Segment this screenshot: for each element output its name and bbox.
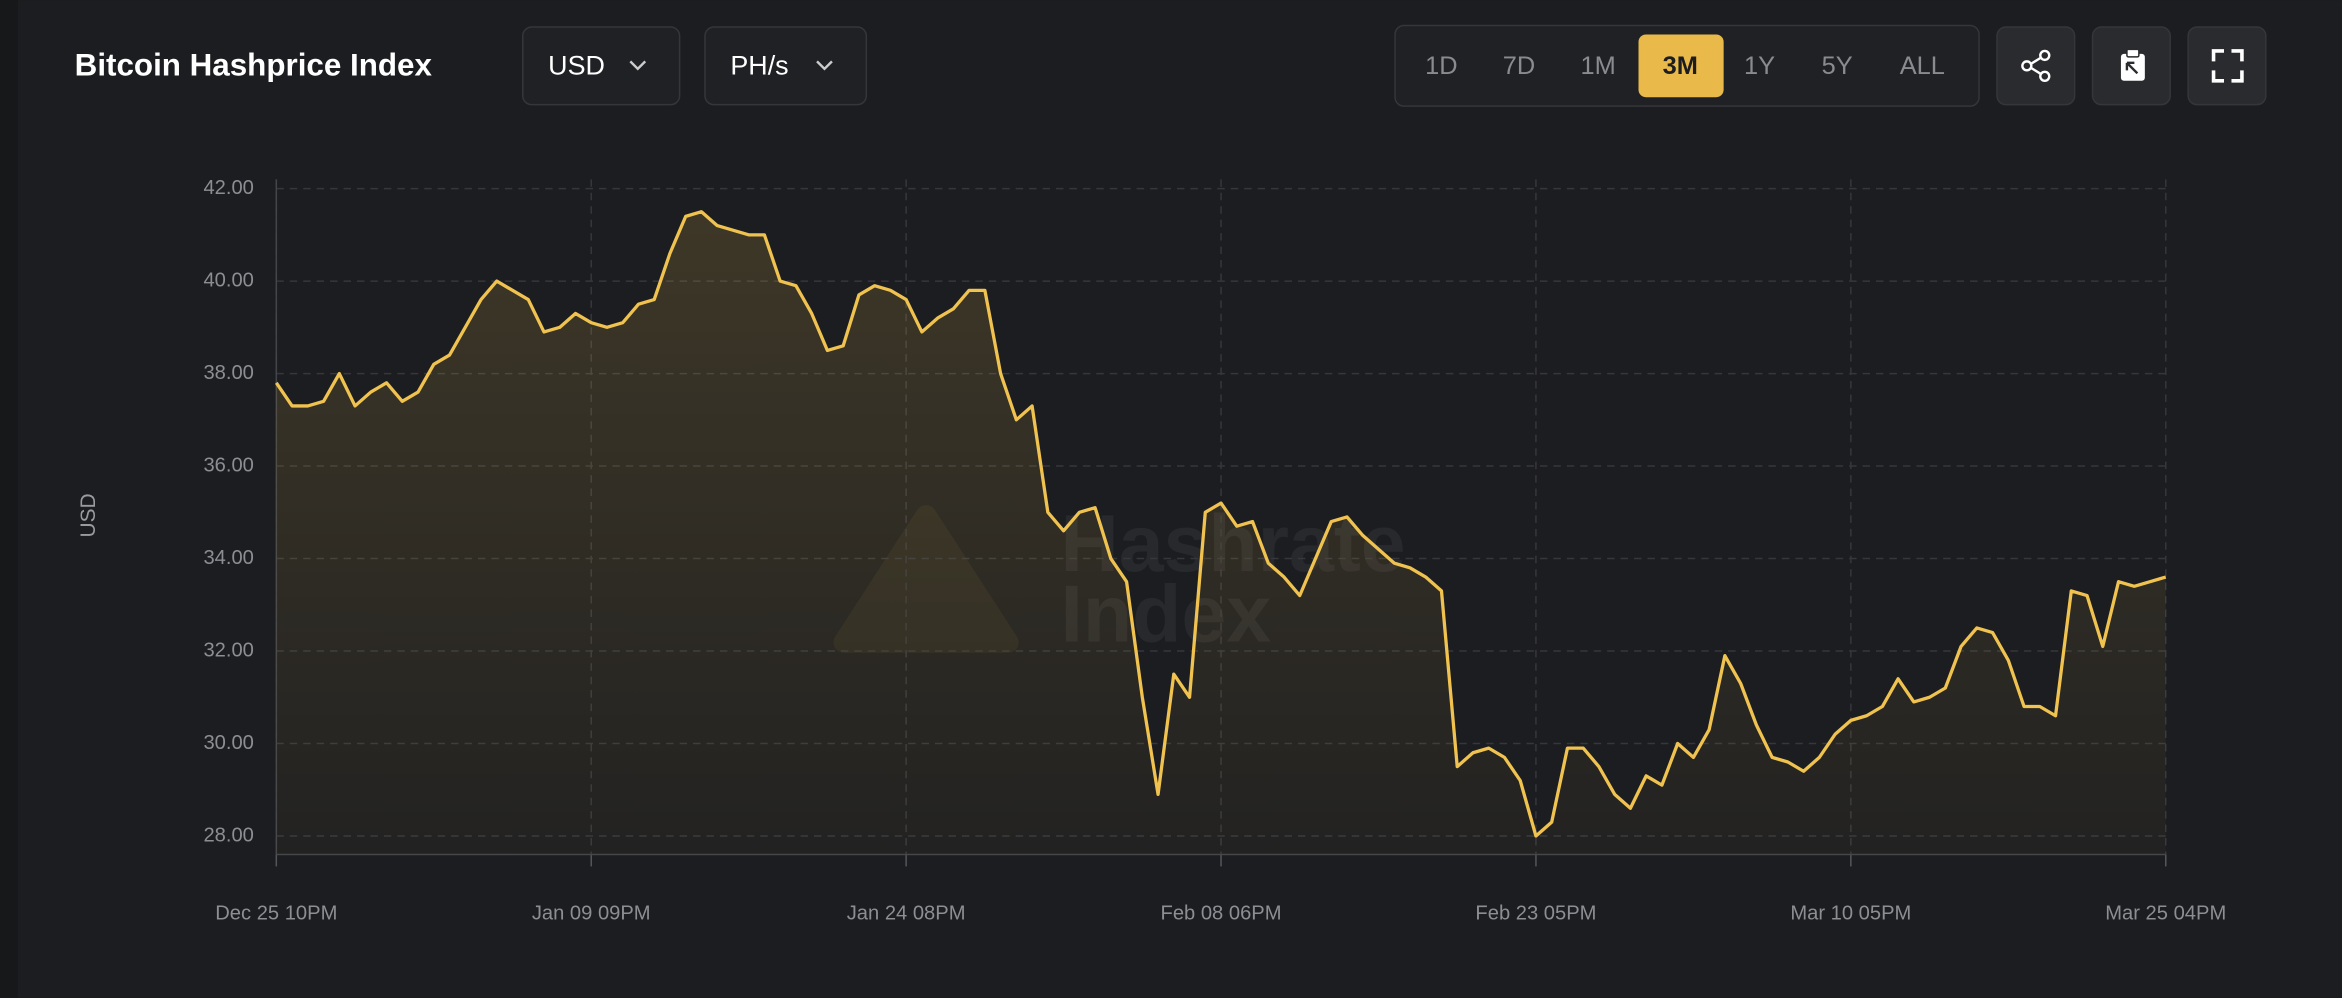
- range-button[interactable]: 7D: [1503, 52, 1535, 80]
- clipboard-button[interactable]: [2091, 26, 2171, 106]
- range-button[interactable]: 3M: [1638, 34, 1724, 98]
- y-tick-label: 42.00: [203, 177, 253, 199]
- y-tick-label: 32.00: [203, 639, 253, 661]
- range-label: 3M: [1663, 52, 1698, 80]
- y-tick-label: 34.00: [203, 547, 253, 569]
- x-tick-label: Feb 08 06PM: [1161, 903, 1282, 925]
- range-label: ALL: [1900, 52, 1945, 80]
- range-button[interactable]: ALL: [1900, 52, 1945, 80]
- y-tick-label: 40.00: [203, 269, 253, 291]
- share-button[interactable]: [1996, 26, 2076, 106]
- x-tick-label: Mar 10 05PM: [1790, 903, 1911, 925]
- range-label: 7D: [1503, 52, 1535, 80]
- x-tick-label: Feb 23 05PM: [1475, 903, 1596, 925]
- range-button[interactable]: 1M: [1581, 52, 1616, 80]
- unit-dropdown[interactable]: PH/s: [704, 26, 868, 106]
- y-tick-label: 30.00: [203, 732, 253, 754]
- y-tick-label: 38.00: [203, 362, 253, 384]
- fullscreen-button[interactable]: [2187, 26, 2267, 106]
- area-fill: [276, 211, 2166, 855]
- range-active-bg: [1638, 34, 1724, 98]
- title: Bitcoin Hashprice Index: [75, 48, 433, 83]
- y-tick-label: 36.00: [203, 454, 253, 476]
- range-label: 5Y: [1822, 52, 1853, 80]
- currency-label: USD: [548, 50, 605, 80]
- x-tick-label: Jan 24 08PM: [847, 903, 966, 925]
- unit-label: PH/s: [730, 50, 788, 80]
- x-tick-label: Mar 25 04PM: [2105, 903, 2226, 925]
- currency-dropdown[interactable]: USD: [522, 26, 681, 106]
- price-line: [274, 210, 2167, 838]
- range-button[interactable]: 1Y: [1744, 52, 1775, 80]
- y-tick-label: 28.00: [203, 824, 253, 846]
- x-tick-label: Jan 09 09PM: [532, 903, 651, 925]
- range-button[interactable]: 1D: [1425, 52, 1457, 80]
- range-label: 1Y: [1744, 52, 1775, 80]
- y-axis-label: USD: [77, 493, 100, 537]
- range-label: 1M: [1581, 52, 1616, 80]
- range-label: 1D: [1425, 52, 1457, 80]
- x-tick-label: Dec 25 10PM: [215, 903, 337, 925]
- range-button[interactable]: 5Y: [1822, 52, 1853, 80]
